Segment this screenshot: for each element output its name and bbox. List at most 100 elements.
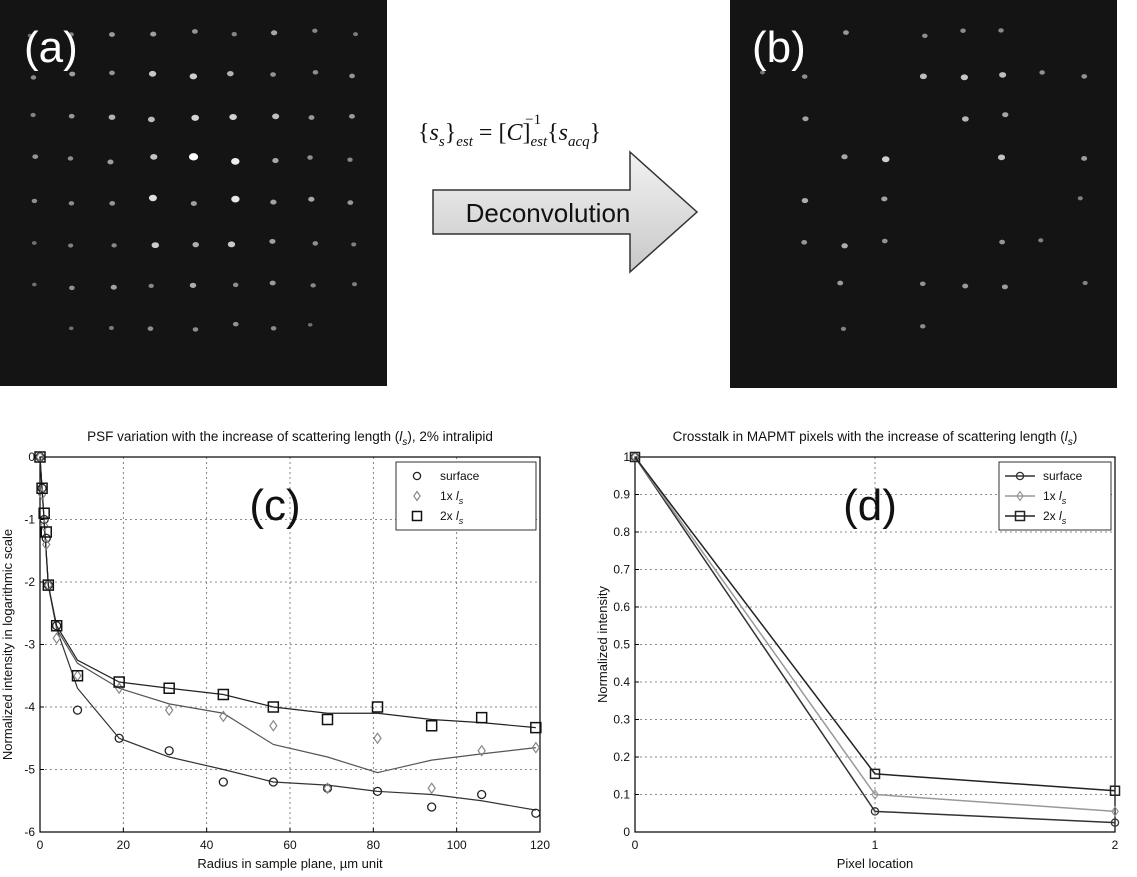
- marker: [72, 705, 83, 715]
- panel-label: (b): [752, 23, 806, 72]
- image-b-spots: [760, 28, 1088, 331]
- spot: [881, 156, 890, 163]
- marker: [164, 746, 174, 756]
- x-tick-label: 1: [872, 838, 879, 852]
- y-tick-label: 0.6: [613, 600, 630, 614]
- line: [634, 456, 1116, 792]
- spot: [881, 238, 888, 244]
- marker: [34, 451, 46, 463]
- spot: [1039, 70, 1045, 75]
- spot: [349, 113, 355, 119]
- spot: [837, 280, 844, 286]
- marker: [1109, 785, 1121, 796]
- y-tick-label: 0.9: [613, 488, 630, 502]
- spot: [312, 28, 318, 33]
- spot: [227, 241, 236, 248]
- y-tick-label: 0: [623, 825, 630, 839]
- arrow-label: Deconvolution: [466, 198, 631, 228]
- spot: [1002, 112, 1009, 118]
- spot: [919, 281, 926, 287]
- marker: [42, 579, 55, 591]
- y-tick-label: 0.7: [613, 563, 630, 577]
- marker: [425, 720, 438, 732]
- legend-label-part: surface: [440, 469, 480, 483]
- marker: [475, 711, 488, 724]
- spot: [351, 282, 358, 287]
- spot: [308, 115, 315, 120]
- marker: [163, 682, 175, 694]
- marker: [71, 670, 84, 682]
- marker: [1111, 805, 1119, 817]
- spot: [307, 155, 313, 160]
- spot: [150, 31, 157, 37]
- legend-label: 2x ls: [1043, 509, 1067, 526]
- marker: [869, 768, 881, 780]
- plot-frame: [39, 456, 541, 833]
- chart-title-part: PSF variation with the increase of scatt…: [87, 429, 400, 444]
- spot: [922, 33, 928, 39]
- marker: [1110, 818, 1120, 827]
- spot: [997, 154, 1006, 161]
- chart-title-part: l: [1065, 429, 1069, 444]
- spot: [308, 196, 315, 202]
- legend-label-part: 1x: [1043, 489, 1059, 503]
- marker: [52, 632, 61, 645]
- y-tick-label: 0.5: [613, 638, 630, 652]
- line: [39, 456, 536, 729]
- spot: [69, 71, 76, 77]
- marker: [629, 451, 641, 463]
- line: [634, 456, 1116, 824]
- spot: [999, 72, 1007, 78]
- legend-label-part: s: [459, 496, 464, 506]
- spot: [269, 238, 276, 244]
- spot: [349, 73, 355, 79]
- marker: [41, 533, 51, 543]
- spot: [68, 32, 74, 37]
- spot: [232, 321, 239, 327]
- spot: [801, 239, 808, 245]
- spot: [962, 116, 969, 122]
- chart-title: PSF variation with the increase of scatt…: [87, 429, 493, 448]
- spot: [231, 157, 240, 165]
- marker: [267, 701, 280, 713]
- marker: [373, 732, 382, 745]
- arrow: [432, 150, 699, 274]
- spot: [801, 74, 808, 79]
- marker: [323, 782, 332, 795]
- line: [634, 456, 1116, 813]
- y-tick-label: -3: [24, 638, 35, 652]
- spot: [1001, 284, 1008, 290]
- spot: [151, 242, 160, 249]
- spot: [147, 326, 154, 331]
- spot: [150, 153, 158, 160]
- spot: [962, 283, 969, 289]
- spot: [110, 284, 117, 290]
- spot: [31, 241, 37, 245]
- spot: [998, 28, 1004, 33]
- spot: [111, 243, 117, 248]
- spot: [148, 70, 157, 77]
- legend-label-part: l: [456, 509, 459, 523]
- spot: [920, 324, 926, 329]
- spot: [27, 33, 33, 38]
- chart-title-part: l: [399, 429, 403, 444]
- spot: [108, 325, 114, 330]
- x-tick-label: 100: [447, 838, 467, 852]
- spot: [960, 28, 966, 33]
- spot: [1081, 74, 1088, 79]
- legend-label-part: l: [1059, 489, 1062, 503]
- legend-label-part: s: [459, 516, 464, 526]
- x-tick-label: 0: [632, 838, 639, 852]
- line: [39, 456, 536, 774]
- spot: [269, 280, 276, 286]
- spot: [30, 112, 36, 118]
- legend-label-part: 1x: [440, 489, 456, 503]
- legend-label: surface: [440, 469, 480, 483]
- legend-marker: [1016, 490, 1024, 502]
- legend-label-part: s: [1062, 516, 1067, 526]
- spot: [68, 326, 74, 331]
- y-tick-label: 0.4: [613, 675, 630, 689]
- spot: [231, 32, 237, 37]
- legend-label: 1x ls: [1043, 489, 1067, 506]
- x-axis-label: Radius in sample plane, µm unit: [197, 856, 383, 871]
